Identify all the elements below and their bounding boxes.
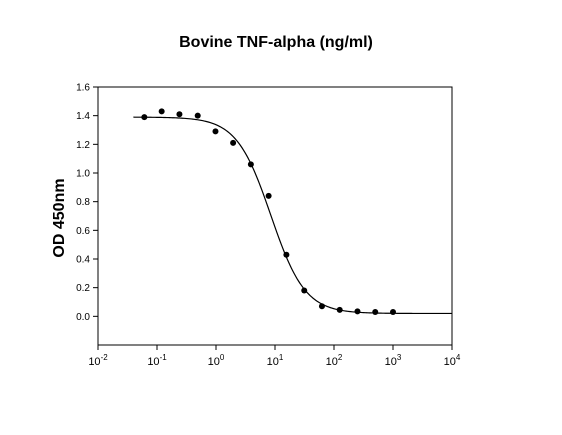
data-point (212, 128, 219, 135)
x-tick-exponent: 2 (338, 353, 343, 362)
x-tick-label: 103 (385, 353, 402, 368)
x-tick-label: 104 (444, 353, 461, 368)
x-tick-base: 10 (147, 356, 159, 368)
data-point (265, 192, 272, 199)
x-tick-label: 101 (267, 353, 284, 368)
x-tick-exponent: 4 (456, 353, 461, 362)
x-tick-exponent: 3 (397, 353, 402, 362)
x-tick-base: 10 (385, 356, 397, 368)
x-tick-label: 100 (208, 353, 225, 368)
x-tick-exponent: 0 (220, 353, 225, 362)
data-point (354, 308, 361, 315)
y-axis: 0.0 0.2 0.4 0.6 0.8 1.0 1.2 1.4 1.6 (76, 83, 98, 323)
y-tick-label: 0.0 (76, 312, 90, 323)
data-point (141, 114, 148, 121)
data-point (390, 309, 396, 316)
data-point (247, 161, 254, 168)
x-tick-exponent: -1 (160, 353, 168, 362)
y-tick-label: 0.8 (76, 197, 90, 208)
data-point (194, 112, 201, 119)
y-tick-label: 1.2 (76, 140, 90, 151)
x-axis: 10-2 10-1 100 101 102 103 104 (88, 345, 461, 368)
y-tick-label: 0.4 (76, 255, 90, 266)
x-tick-base: 10 (326, 356, 338, 368)
x-tick-label: 102 (326, 353, 343, 368)
x-tick-exponent: 1 (279, 353, 284, 362)
x-tick-label: 10-2 (88, 353, 108, 368)
y-axis-label: OD 450nm (51, 178, 68, 257)
data-point (301, 287, 308, 294)
data-point (176, 111, 183, 118)
data-point (336, 306, 343, 313)
data-points (141, 108, 396, 316)
y-tick-label: 0.6 (76, 226, 90, 237)
data-point (372, 309, 379, 316)
y-tick-label: 0.2 (76, 283, 90, 294)
y-tick-label: 1.0 (76, 169, 90, 180)
x-tick-base: 10 (88, 356, 100, 368)
plot-frame (97, 86, 453, 346)
x-tick-base: 10 (444, 356, 456, 368)
fit-curve (133, 116, 452, 315)
chart-title: Bovine TNF-alpha (ng/ml) (179, 34, 373, 51)
data-point (158, 108, 165, 115)
y-tick-label: 1.4 (76, 111, 90, 122)
x-tick-label: 10-1 (147, 353, 167, 368)
data-point (318, 303, 325, 310)
x-tick-base: 10 (208, 356, 220, 368)
x-tick-exponent: -2 (101, 353, 109, 362)
y-tick-label: 1.6 (76, 83, 90, 94)
data-point (283, 251, 290, 258)
x-tick-base: 10 (267, 356, 279, 368)
data-point (230, 139, 237, 146)
